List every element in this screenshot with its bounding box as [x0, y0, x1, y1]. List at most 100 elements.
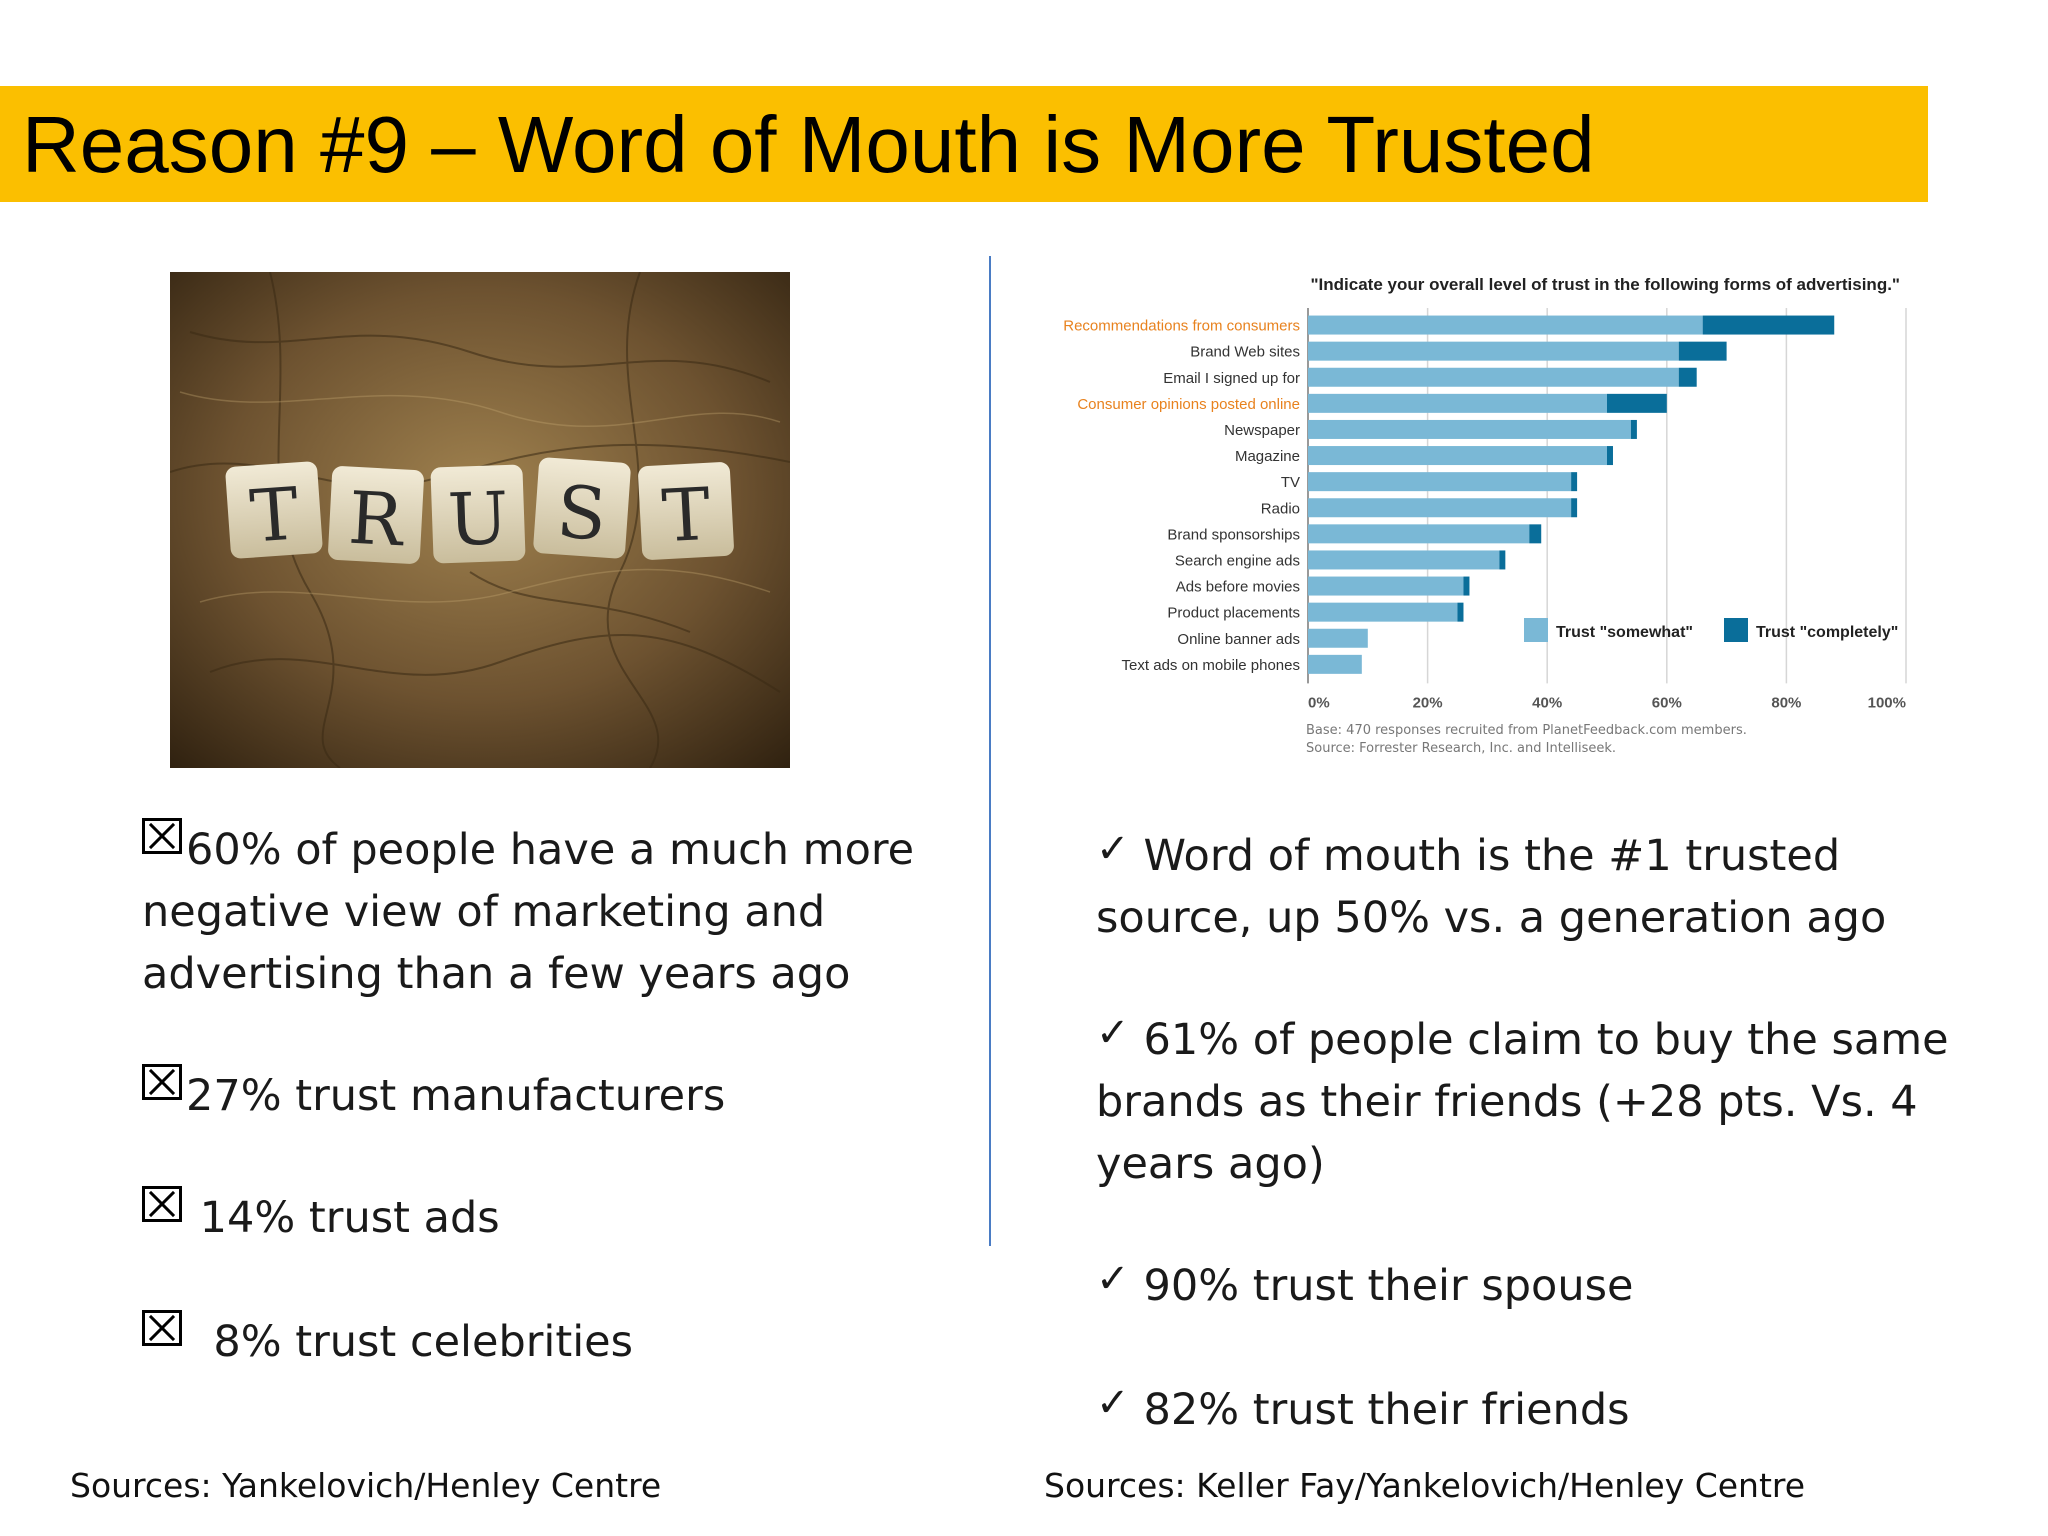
bullet-text: 27% trust manufacturers: [186, 1071, 726, 1121]
tile-letter: T: [660, 472, 712, 558]
tile-s: S: [533, 457, 631, 559]
bullet-text: 82% trust their friends: [1143, 1385, 1630, 1435]
bar-trust-somewhat: [1308, 550, 1500, 570]
tile-letter: U: [446, 476, 510, 562]
category-label: Recommendations from consumers: [1063, 318, 1300, 335]
bullet-text: advertising than a few years ago: [142, 949, 851, 999]
bar-trust-somewhat: [1308, 576, 1464, 596]
category-label: Online banner ads: [1177, 631, 1300, 648]
bar-trust-completely: [1702, 315, 1835, 335]
bar-trust-somewhat: [1308, 498, 1572, 518]
chart-title: "Indicate your overall level of trust in…: [1311, 275, 1901, 294]
bullet-line: ✓ 90% trust their spouse: [1096, 1248, 1633, 1317]
chart-bars: [1308, 315, 1835, 674]
legend-label: Trust "somewhat": [1556, 624, 1693, 641]
bullet-line: brands as their friends (+28 pts. Vs. 4: [1096, 1071, 1949, 1133]
bullet-line: negative view of marketing and: [142, 881, 914, 943]
bar-trust-completely: [1630, 419, 1637, 439]
bullet-text: 14% trust ads: [186, 1193, 500, 1243]
chart-note-base: Base: 470 responses recruited from Plane…: [1306, 723, 1747, 738]
tile-t2: T: [638, 462, 734, 560]
category-label: Ads before movies: [1176, 579, 1300, 596]
bullet-line: 14% trust ads: [142, 1186, 500, 1249]
bullet-text: negative view of marketing and: [142, 887, 826, 937]
right-source: Sources: Keller Fay/Yankelovich/Henley C…: [1044, 1466, 1806, 1505]
x-box-icon: [142, 818, 182, 854]
x-tick-label: 80%: [1771, 694, 1801, 711]
bullet-text: 61% of people claim to buy the same: [1143, 1015, 1949, 1065]
slide-title: Reason #9 – Word of Mouth is More Truste…: [22, 100, 1595, 189]
bullet-item: ✓ 61% of people claim to buy the same bran…: [1096, 1002, 1949, 1195]
bar-trust-somewhat: [1308, 472, 1572, 492]
bar-trust-somewhat: [1308, 628, 1368, 648]
checkmark-icon: ✓: [1096, 826, 1130, 872]
tile-letter: R: [347, 476, 407, 563]
checkmark-icon: ✓: [1096, 1256, 1130, 1302]
x-box-icon: [142, 1310, 182, 1346]
checkmark-icon: ✓: [1096, 1380, 1130, 1426]
bullet-text: 60% of people have a much more: [186, 825, 915, 875]
bar-trust-completely: [1457, 602, 1464, 622]
bar-trust-completely: [1463, 576, 1470, 596]
bullet-line: 27% trust manufacturers: [142, 1064, 725, 1127]
tile-letter: T: [247, 471, 301, 558]
legend-label: Trust "completely": [1756, 624, 1898, 641]
tile-letter: S: [554, 469, 609, 556]
category-label: TV: [1281, 474, 1300, 491]
category-label: Radio: [1261, 500, 1300, 517]
bullet-item: 60% of people have a much more negative v…: [142, 818, 914, 1005]
category-label: Product placements: [1167, 605, 1300, 622]
x-tick-label: 20%: [1413, 694, 1443, 711]
chart-legend: Trust "somewhat" Trust "completely": [1524, 618, 1898, 642]
left-source: Sources: Yankelovich/Henley Centre: [70, 1466, 662, 1505]
bullet-line: ✓ 61% of people claim to buy the same: [1096, 1002, 1949, 1071]
category-label: Brand Web sites: [1190, 344, 1300, 361]
bar-trust-completely: [1529, 524, 1542, 544]
bullet-line: advertising than a few years ago: [142, 943, 914, 1005]
bar-trust-somewhat: [1308, 524, 1530, 544]
bullet-item: ✓ Word of mouth is the #1 trusted source, …: [1096, 818, 1886, 949]
bullet-text: years ago): [1096, 1139, 1325, 1189]
bullet-text: brands as their friends (+28 pts. Vs. 4: [1096, 1077, 1918, 1127]
tile-u: U: [430, 464, 526, 564]
bar-trust-somewhat: [1308, 419, 1631, 439]
category-label: Consumer opinions posted online: [1077, 396, 1300, 413]
bullet-line: 8% trust celebrities: [142, 1310, 633, 1373]
x-box-icon: [142, 1186, 182, 1222]
bar-trust-completely: [1607, 446, 1613, 466]
bar-trust-somewhat: [1308, 341, 1679, 361]
bar-trust-somewhat: [1308, 602, 1458, 622]
legend-swatch: [1724, 618, 1748, 642]
bar-trust-completely: [1499, 550, 1506, 570]
title-bar: Reason #9 – Word of Mouth is More Truste…: [0, 86, 1928, 202]
bar-trust-somewhat: [1308, 315, 1703, 335]
chart-category-labels: Recommendations from consumers Brand Web …: [1063, 318, 1300, 674]
x-tick-label: 100%: [1868, 694, 1906, 711]
category-label: Magazine: [1235, 448, 1300, 465]
checkmark-icon: ✓: [1096, 1010, 1130, 1056]
category-label: Brand sponsorships: [1167, 526, 1300, 543]
bar-trust-somewhat: [1308, 654, 1362, 674]
tile-t1: T: [225, 461, 323, 559]
category-label: Email I signed up for: [1163, 370, 1300, 387]
bar-trust-somewhat: [1308, 446, 1607, 466]
bar-trust-completely: [1678, 367, 1697, 387]
category-label: Search engine ads: [1175, 552, 1300, 569]
x-tick-label: 0%: [1308, 694, 1330, 711]
bar-trust-completely: [1571, 498, 1578, 518]
bar-trust-completely: [1607, 393, 1667, 413]
trust-chart: "Indicate your overall level of trust in…: [1040, 262, 1920, 762]
category-label: Newspaper: [1224, 422, 1300, 439]
tile-r: R: [328, 466, 424, 564]
bar-trust-completely: [1678, 341, 1727, 361]
bullet-line: ✓ 82% trust their friends: [1096, 1372, 1630, 1441]
x-tick-label: 60%: [1652, 694, 1682, 711]
column-divider: [989, 256, 991, 1246]
bullet-item: ✓ 90% trust their spouse: [1096, 1248, 1633, 1317]
bullet-text: source, up 50% vs. a generation ago: [1096, 893, 1887, 943]
bullet-text: 8% trust celebrities: [186, 1317, 634, 1367]
bullet-line: source, up 50% vs. a generation ago: [1096, 887, 1886, 949]
bar-trust-completely: [1571, 472, 1578, 492]
bullet-item: ✓ 82% trust their friends: [1096, 1372, 1630, 1441]
x-tick-label: 40%: [1532, 694, 1562, 711]
